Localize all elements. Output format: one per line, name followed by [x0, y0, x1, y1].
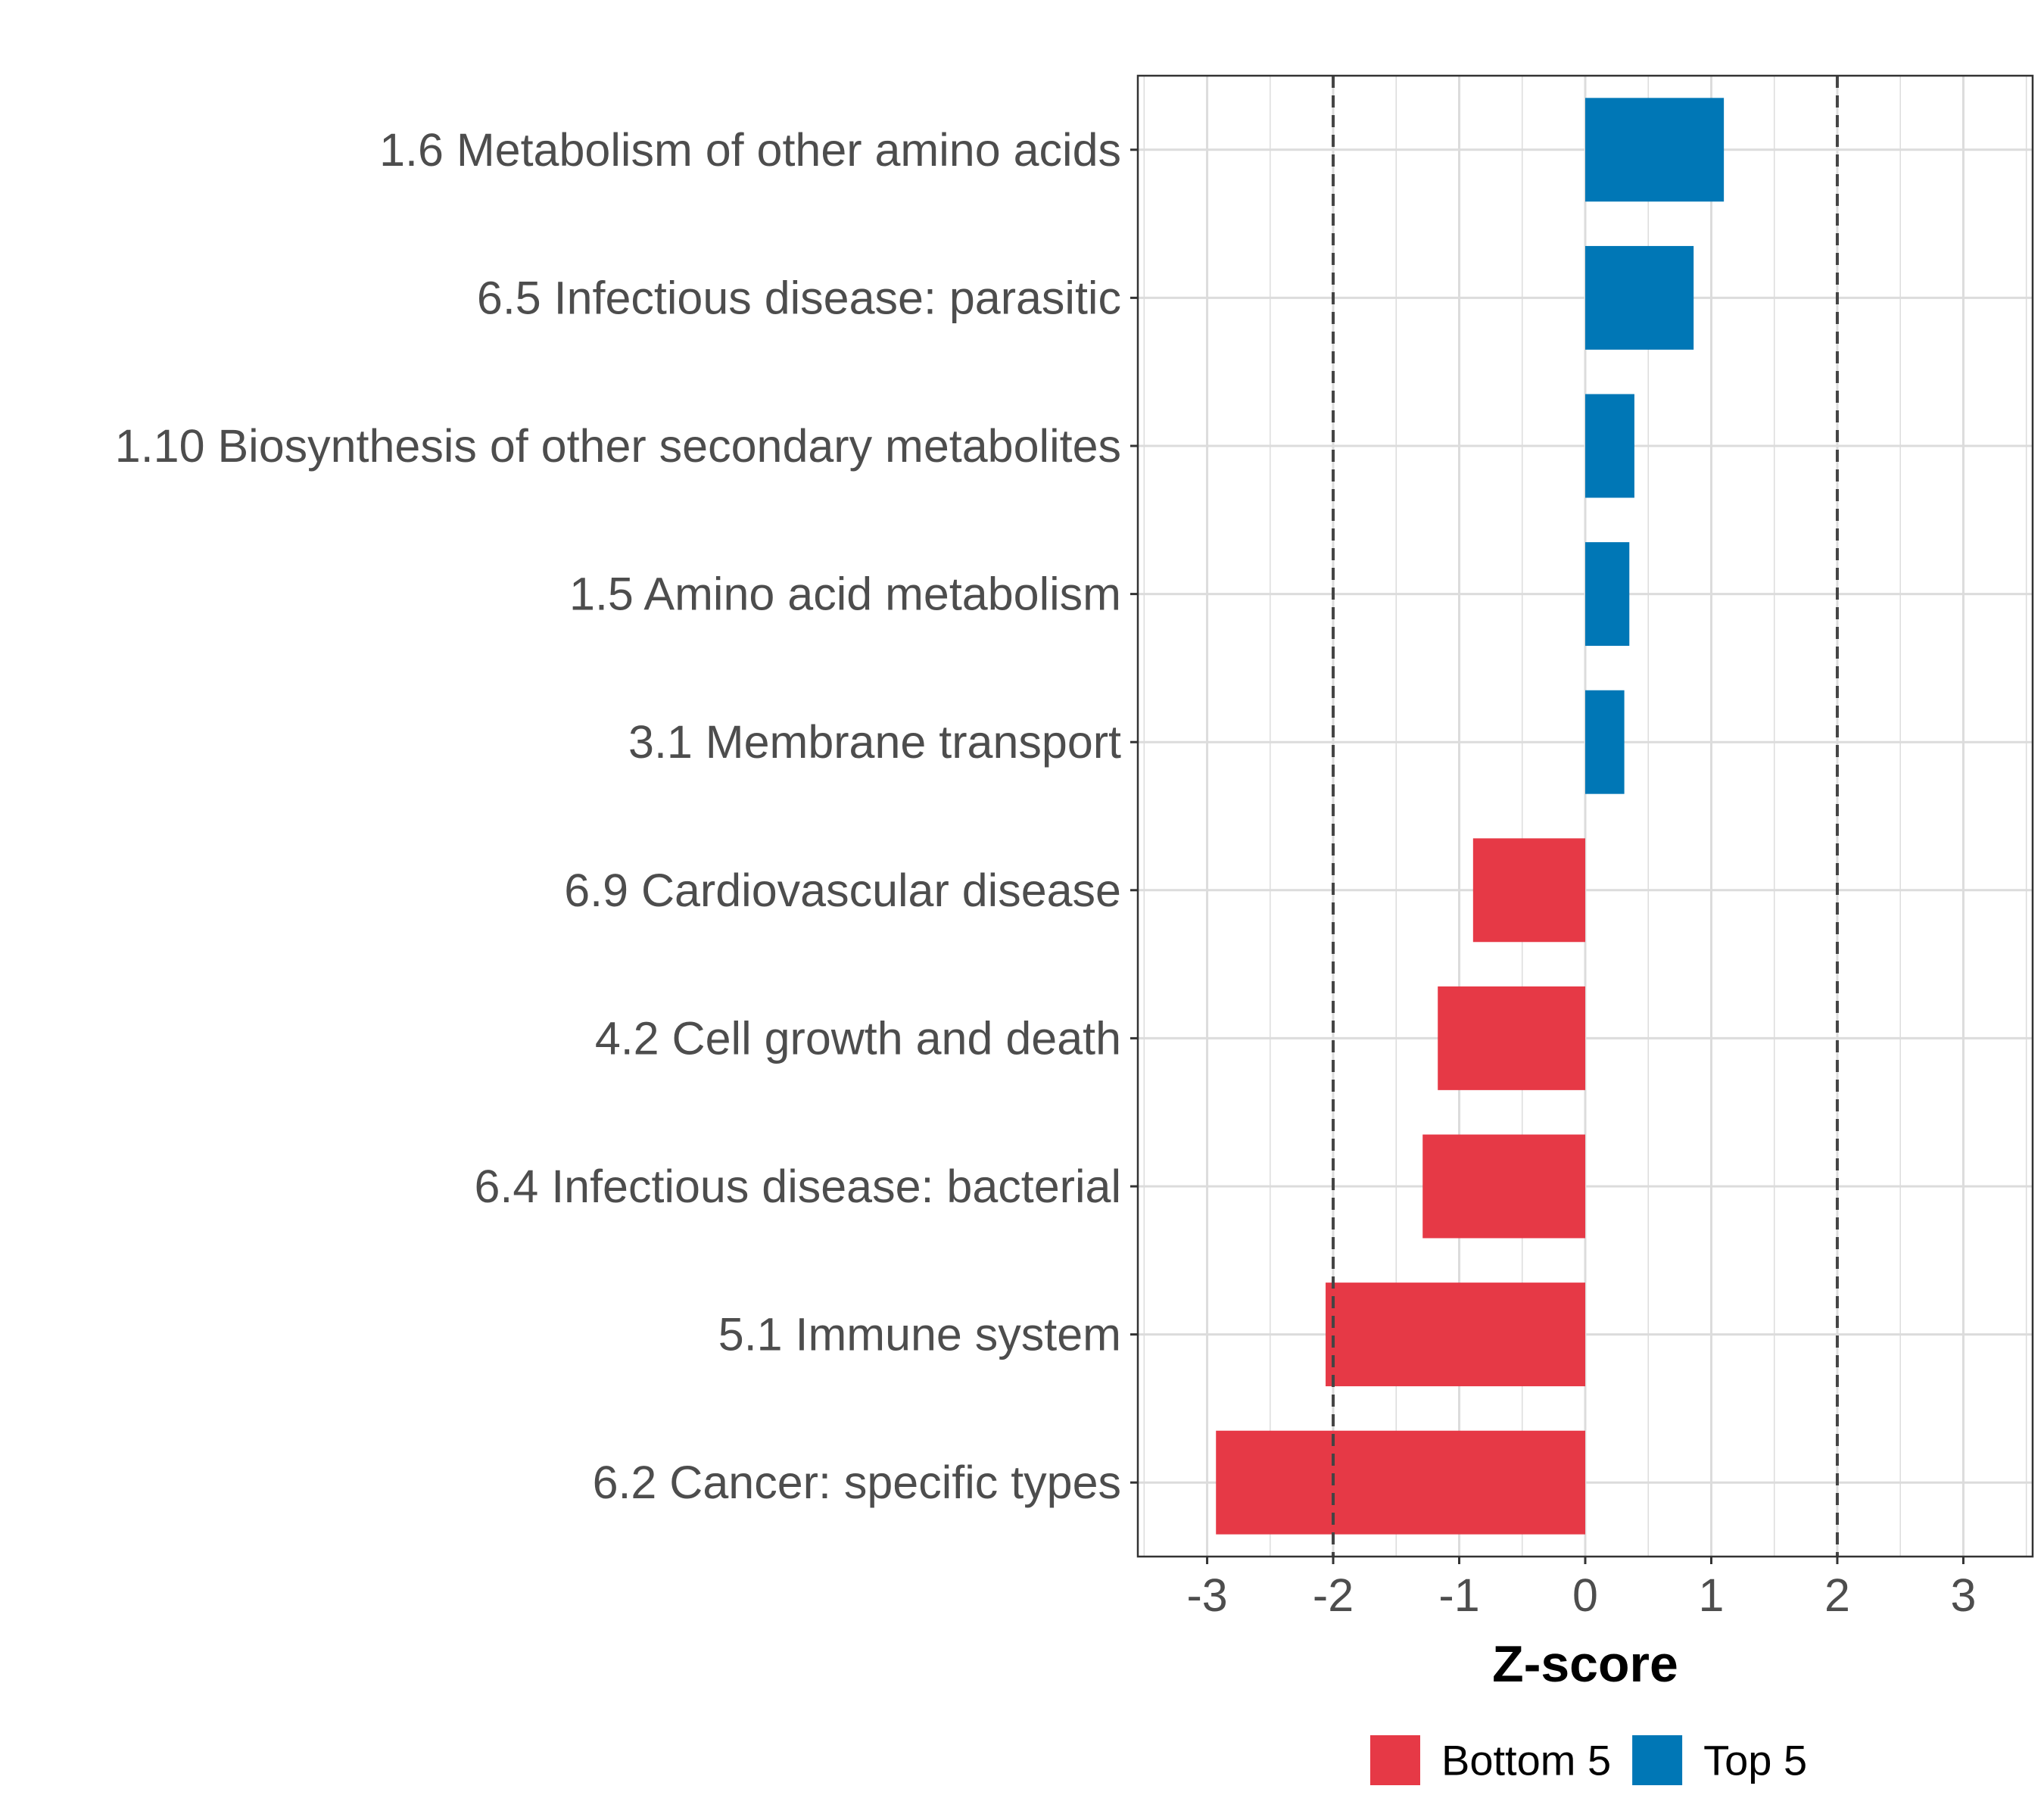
reference-lines [1332, 76, 1839, 1557]
y-tick-label: 3.1 Membrane transport [628, 716, 1121, 768]
y-tick-label: 1.6 Metabolism of other amino acids [379, 124, 1121, 176]
bar [1585, 690, 1625, 794]
legend: Bottom 5 Top 5 [1370, 1735, 1807, 1785]
bar [1326, 1282, 1585, 1387]
x-axis: -3 -2 -1 0 1 2 3 [1186, 1557, 1976, 1621]
legend-key [1370, 1735, 1420, 1785]
y-tick-label: 1.5 Amino acid metabolism [569, 569, 1121, 620]
y-tick-label: 4.2 Cell growth and death [595, 1012, 1121, 1064]
x-tick-label: 1 [1699, 1569, 1725, 1621]
bar [1585, 542, 1630, 647]
x-tick-label: -3 [1186, 1569, 1227, 1621]
legend-key [1632, 1735, 1683, 1785]
bar [1422, 1134, 1585, 1239]
y-axis: 1.6 Metabolism of other amino acids 6.5 I… [115, 124, 1138, 1508]
bar [1438, 986, 1585, 1090]
bars-layer [1216, 98, 1725, 1535]
bar [1472, 838, 1585, 943]
x-tick-label: 0 [1572, 1569, 1598, 1621]
legend-label: Bottom 5 [1441, 1737, 1611, 1784]
x-tick-label: -2 [1313, 1569, 1354, 1621]
bar [1585, 394, 1634, 498]
x-tick-label: 3 [1950, 1569, 1976, 1621]
y-tick-label: 1.10 Biosynthesis of other secondary met… [115, 420, 1121, 472]
y-tick-label: 6.9 Cardiovascular disease [564, 865, 1121, 916]
bar [1585, 98, 1725, 202]
legend-label: Top 5 [1703, 1737, 1807, 1784]
y-tick-label: 6.4 Infectious disease: bacterial [474, 1161, 1121, 1212]
y-tick-label: 6.2 Cancer: specific types [593, 1457, 1121, 1508]
bar [1585, 245, 1694, 350]
y-tick-label: 6.5 Infectious disease: parasitic [477, 272, 1121, 323]
x-tick-label: 2 [1824, 1569, 1850, 1621]
y-tick-label: 5.1 Immune system [718, 1309, 1121, 1360]
x-axis-title: Z-score [1492, 1635, 1678, 1693]
bar [1216, 1430, 1585, 1535]
x-tick-label: -1 [1438, 1569, 1479, 1621]
